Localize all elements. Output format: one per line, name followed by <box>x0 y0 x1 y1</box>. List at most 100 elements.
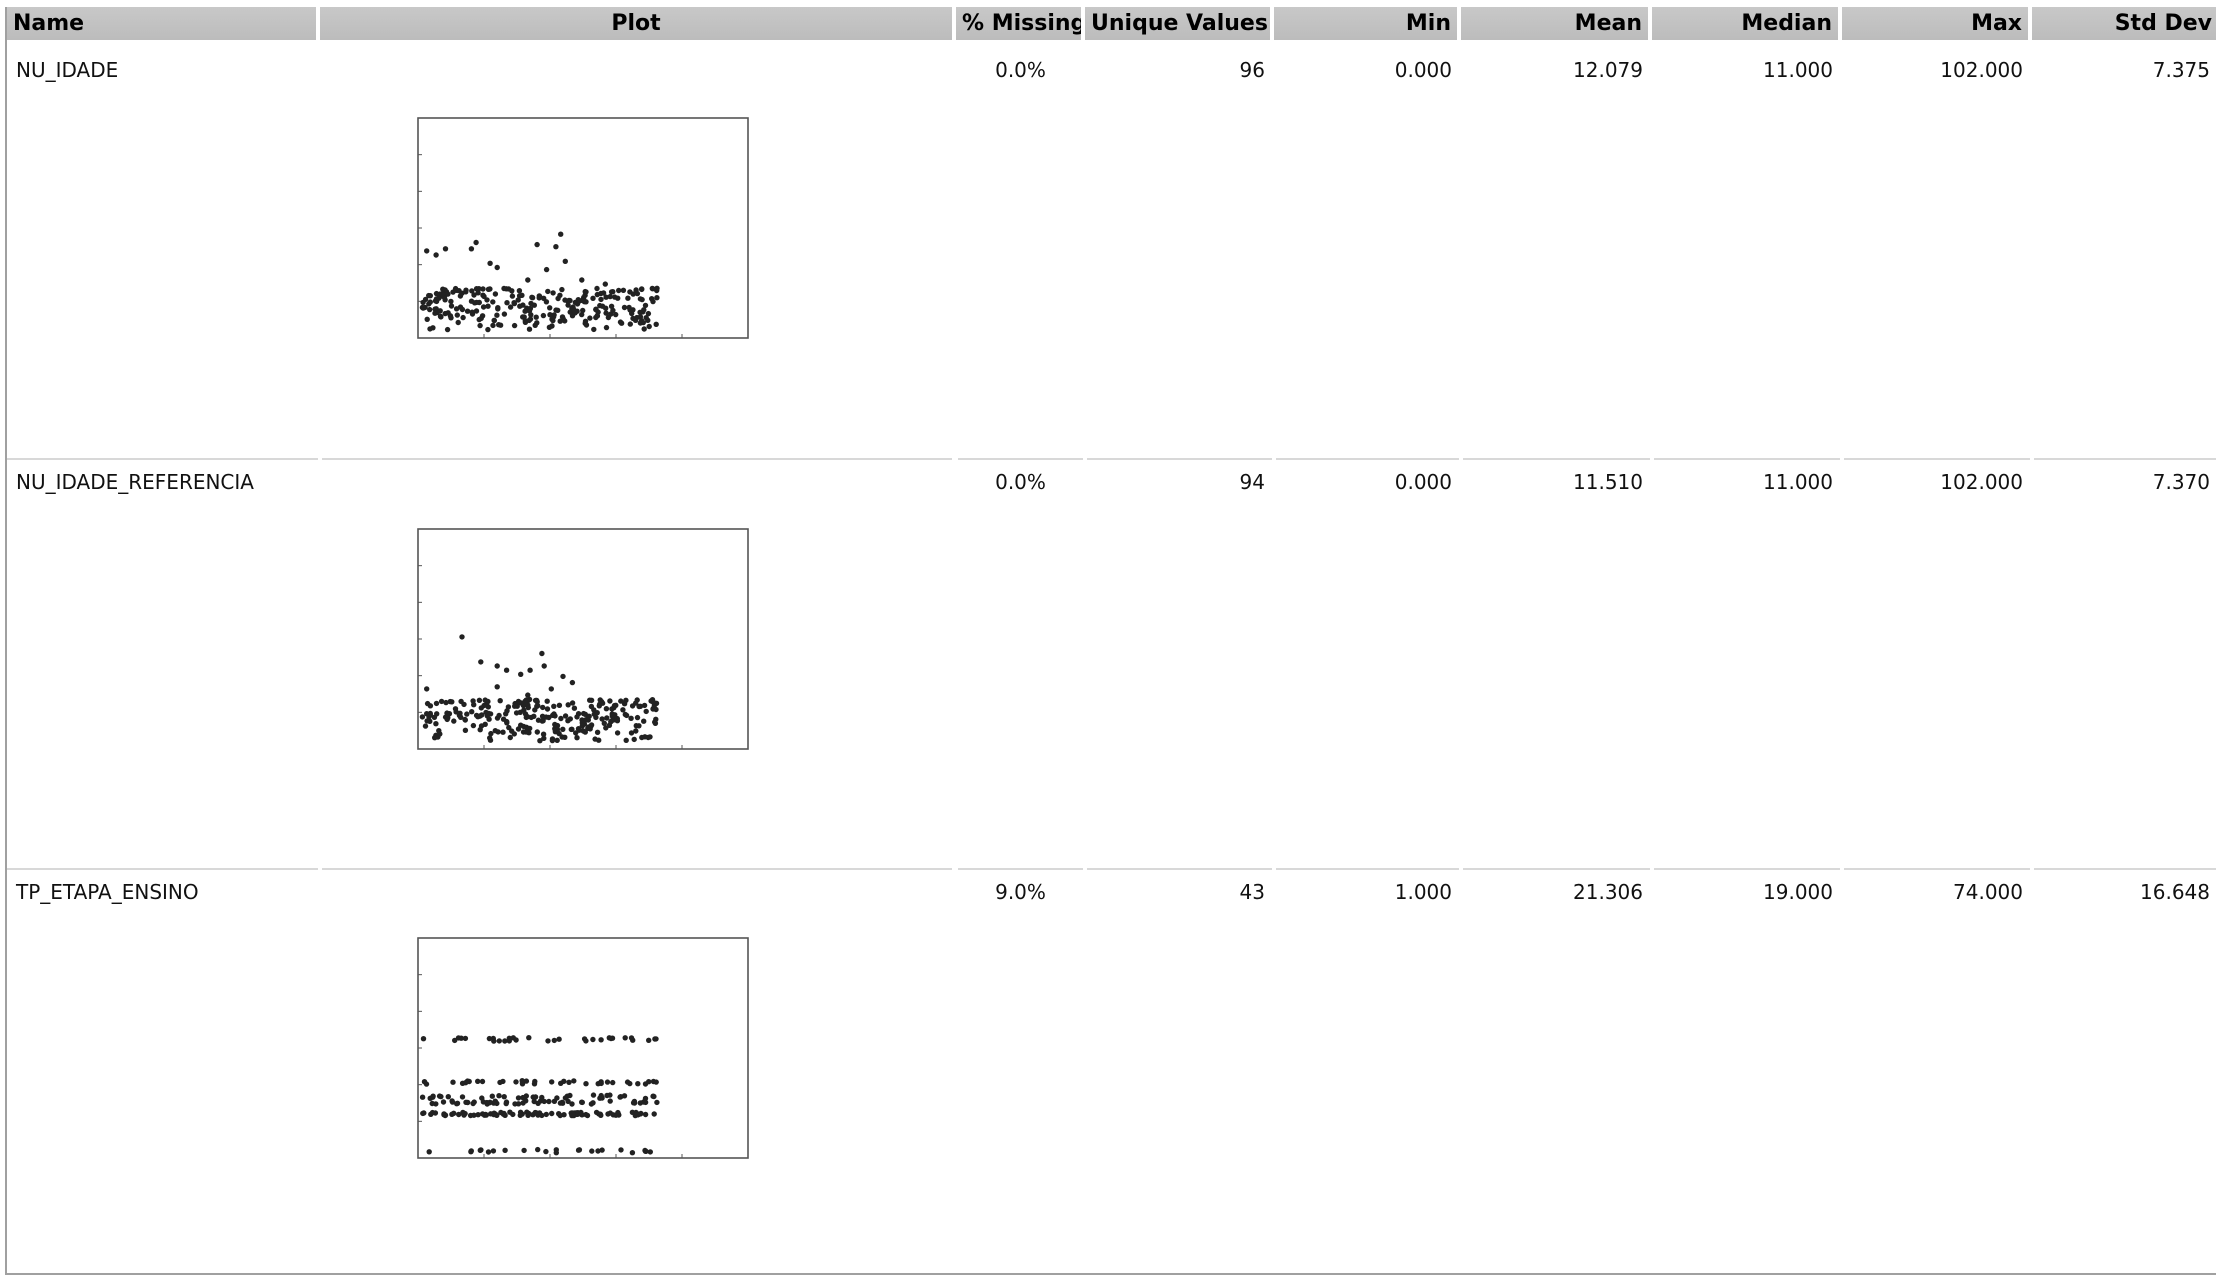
scatter-point <box>598 296 604 303</box>
column-header-std-dev[interactable]: Std Dev <box>2032 7 2216 40</box>
scatter-point <box>420 1110 426 1117</box>
scatter-point <box>608 718 614 724</box>
scatter-point-outlier <box>473 239 479 246</box>
scatter-point <box>457 304 464 310</box>
scatter-point <box>524 1109 530 1115</box>
scatter-point <box>569 1110 576 1117</box>
scatter-point <box>609 713 615 719</box>
scatter-point-outlier <box>525 692 531 698</box>
scatter-point <box>522 308 528 314</box>
scatter-point <box>629 703 636 709</box>
scatter-point <box>654 1099 660 1106</box>
scatter-point <box>603 324 610 331</box>
scatter-point <box>594 285 600 292</box>
missing-value: 9.0% <box>995 880 1046 904</box>
column-header-min[interactable]: Min <box>1274 7 1461 40</box>
scatter-point <box>543 299 550 305</box>
scatter-point <box>496 1093 502 1099</box>
scatter-point <box>517 1112 523 1118</box>
scatter-point <box>594 729 601 735</box>
scatter-point <box>579 1099 585 1105</box>
scatter-point <box>599 716 605 722</box>
scatter-point <box>546 1098 552 1105</box>
scatter-point <box>491 317 497 324</box>
scatter-point-outlier <box>494 663 500 669</box>
scatter-point <box>481 293 487 300</box>
scatter-point <box>466 1078 472 1085</box>
scatter-point-outlier <box>539 650 545 657</box>
max-value: 74.000 <box>1953 880 2023 904</box>
scatter-point <box>477 1147 483 1153</box>
scatter-point-outlier <box>543 266 550 273</box>
scatter-point <box>532 1094 539 1100</box>
scatter-point <box>422 723 429 729</box>
column-header-name[interactable]: Name <box>7 7 320 40</box>
mean-value: 21.306 <box>1573 880 1643 904</box>
scatter-point <box>436 295 442 301</box>
scatter-point <box>633 287 639 293</box>
scatter-point <box>575 297 581 303</box>
scatter-points <box>419 634 660 744</box>
scatter-point <box>549 323 555 329</box>
scatter-point <box>529 295 536 301</box>
table-row[interactable]: TP_ETAPA_ENSINO 9.0% 43 1.000 21.306 19.… <box>7 868 2216 1273</box>
scatter-point <box>503 711 509 717</box>
median-value: 19.000 <box>1763 880 1833 904</box>
table-row[interactable]: NU_IDADE_REFERENCIA 0.0% 94 0.000 11.510… <box>7 458 2216 868</box>
scatter-point-outlier <box>553 244 559 250</box>
scatter-point <box>461 701 467 708</box>
scatter-point <box>608 289 615 295</box>
scatter-point <box>469 309 475 315</box>
scatter-point <box>476 299 482 306</box>
scatter-point <box>556 1036 562 1042</box>
scatter-point <box>476 697 483 703</box>
scatter-point <box>424 700 431 707</box>
scatter-point <box>519 292 525 298</box>
scatter-point <box>612 294 618 300</box>
scatter-point <box>437 308 443 314</box>
scatter-point <box>475 1078 481 1084</box>
scatter-point <box>433 721 439 727</box>
column-header-missing[interactable]: % Missing <box>956 7 1085 40</box>
scatter-point <box>653 716 659 722</box>
scatter-point <box>509 293 516 299</box>
scatter-point <box>575 1147 582 1153</box>
scatter-point <box>501 285 507 292</box>
scatter-point <box>654 285 660 291</box>
scatter-point <box>620 707 626 713</box>
scatter-point <box>614 730 621 736</box>
scatter-point <box>575 726 582 732</box>
scatter-point <box>449 699 455 705</box>
scatter-point <box>532 322 538 328</box>
scatter-point <box>492 1098 498 1104</box>
scatter-point <box>541 1098 547 1105</box>
scatter-point <box>646 1079 652 1085</box>
scatter-point <box>473 286 480 292</box>
scatter-point <box>485 303 491 309</box>
scatter-point <box>470 722 477 729</box>
column-header-max[interactable]: Max <box>1842 7 2032 40</box>
scatter-point <box>637 320 644 326</box>
scatter-point <box>543 1148 549 1155</box>
scatter-point <box>583 717 589 723</box>
scatter-point <box>637 309 643 315</box>
scatter-point <box>603 706 610 712</box>
scatter-point <box>565 718 571 724</box>
scatter-point <box>562 297 568 303</box>
scatter-point <box>569 700 576 706</box>
column-header-plot[interactable]: Plot <box>320 7 956 40</box>
column-header-mean[interactable]: Mean <box>1461 7 1652 40</box>
column-header-unique-values[interactable]: Unique Values <box>1085 7 1274 40</box>
scatter-point <box>639 734 645 741</box>
scatter-point <box>629 1109 636 1115</box>
scatter-plot-tp-etapa-ensino <box>417 937 749 1159</box>
scatter-point <box>639 286 645 293</box>
scatter-point <box>520 1094 526 1101</box>
table-row[interactable]: NU_IDADE 0.0% 96 0.000 12.079 11.000 102… <box>7 50 2216 460</box>
scatter-point <box>520 723 527 730</box>
scatter-point <box>506 1035 512 1041</box>
column-header-median[interactable]: Median <box>1652 7 1842 40</box>
scatter-point <box>650 286 656 292</box>
scatter-point <box>651 1093 657 1100</box>
scatter-point-outlier <box>579 277 585 283</box>
